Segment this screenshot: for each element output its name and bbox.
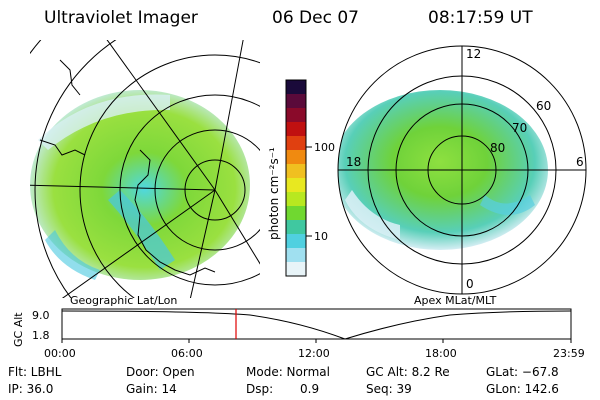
- mlt-label-18: 18: [346, 155, 361, 169]
- dsp-value: 0.9: [300, 382, 320, 396]
- colorbar-stripe: [286, 80, 306, 95]
- time-label: 08:17:59 UT: [428, 8, 533, 28]
- colorbar-stripe: [286, 150, 306, 165]
- gc-alt-value: GC Alt: 8.2 Re: [366, 365, 450, 379]
- gain-value: Gain: 14: [126, 382, 177, 396]
- colorbar-stripes: [286, 80, 306, 277]
- ip-value: IP: 36.0: [8, 382, 54, 396]
- colorbar-stripe: [286, 220, 306, 235]
- geo-lon-lines: [30, 40, 260, 298]
- mag-panel-label: Apex MLat/MLT: [414, 294, 497, 307]
- date-label: 06 Dec 07: [272, 8, 359, 28]
- mag-image-panel: 12 18 6 0 60 70 80: [337, 45, 587, 295]
- mlt-label-6: 6: [576, 155, 584, 169]
- alt-xtick-1800: 18:00: [425, 347, 457, 360]
- colorbar-stripe: [286, 192, 306, 207]
- alt-ytick-lo: 1.8: [32, 329, 50, 342]
- mag-mlt-lines: [338, 46, 586, 294]
- colorbar-stripe: [286, 164, 306, 179]
- glon-value: GLon: 142.6: [486, 382, 559, 396]
- instrument-title: Ultraviolet Imager: [44, 8, 198, 28]
- door-value: Door: Open: [126, 365, 195, 379]
- colorbar-stripe: [286, 206, 306, 221]
- alt-ytick-hi: 9.0: [32, 309, 50, 322]
- altitude-plot: GC Alt 9.0 1.8 00:00 06:00 12:00 18:00 2…: [12, 308, 585, 360]
- mlat-label-70: 70: [512, 121, 527, 135]
- mlat-label-80: 80: [490, 141, 505, 155]
- mode-value: Mode: Normal: [246, 365, 330, 379]
- flt-value: Flt: LBHL: [8, 365, 62, 379]
- alt-xtick-0600: 06:00: [171, 347, 203, 360]
- geo-image-panel: [30, 40, 260, 298]
- colorbar: 100 10 photon cm⁻²s⁻¹: [267, 79, 335, 277]
- alt-ylabel: GC Alt: [12, 312, 25, 347]
- mlt-label-0: 0: [466, 277, 474, 291]
- colorbar-stripe: [286, 262, 306, 277]
- colorbar-tick-10: 10: [314, 230, 328, 243]
- alt-xtick-1200: 12:00: [298, 347, 330, 360]
- colorbar-stripe: [286, 122, 306, 137]
- coastline: [134, 149, 216, 276]
- alt-xtick-0000: 00:00: [44, 347, 76, 360]
- colorbar-stripe: [286, 234, 306, 249]
- colorbar-stripe: [286, 136, 306, 151]
- geo-aurora-field: [30, 90, 250, 280]
- altitude-curve: [61, 310, 572, 340]
- colorbar-stripe: [286, 108, 306, 123]
- colorbar-stripe: [286, 248, 306, 263]
- mlat-label-60: 60: [536, 99, 551, 113]
- alt-xtick-2359: 23:59: [553, 347, 585, 360]
- seq-value: Seq: 39: [366, 382, 412, 396]
- colorbar-tick-100: 100: [314, 141, 335, 154]
- mlt-label-12: 12: [466, 47, 481, 61]
- dsp-label: Dsp:: [246, 382, 274, 396]
- glat-value: GLat: −67.8: [486, 365, 559, 379]
- geo-lat-circles: [30, 40, 260, 298]
- colorbar-stripe: [286, 94, 306, 109]
- geo-panel-label: Geographic Lat/Lon: [70, 294, 177, 307]
- colorbar-label: photon cm⁻²s⁻¹: [267, 147, 281, 240]
- colorbar-stripe: [286, 178, 306, 193]
